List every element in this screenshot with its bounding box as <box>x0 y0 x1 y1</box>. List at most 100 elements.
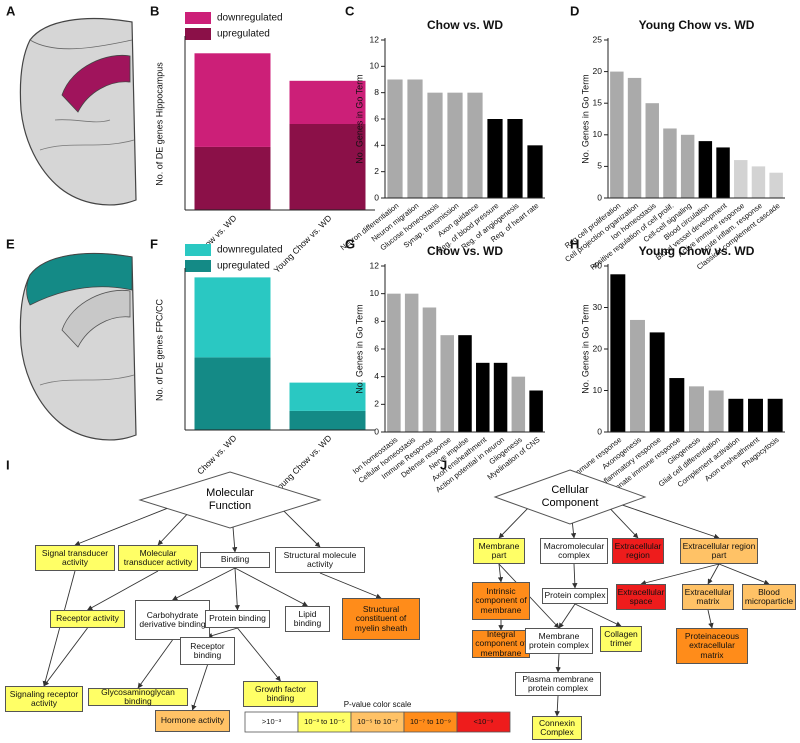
edge-arrow <box>234 567 240 611</box>
edge-arrow <box>137 639 173 689</box>
bar-segment <box>194 53 271 147</box>
chart: Young Chow vs. WD No. Genes in Go Term 0 5 1… <box>563 18 785 272</box>
panel-label: A <box>6 3 16 18</box>
bar <box>467 92 483 198</box>
legend-swatch <box>185 28 211 40</box>
bar <box>734 160 748 198</box>
scale-label: <10⁻⁹ <box>474 717 494 726</box>
root-diamond <box>493 469 647 525</box>
term-node: Binding <box>200 552 270 568</box>
edge-arrow <box>570 523 577 539</box>
bar <box>387 79 403 198</box>
bar <box>507 119 523 198</box>
bar <box>728 398 744 432</box>
root-label: Cellular Component <box>541 483 599 509</box>
y-tick-label: 4 <box>374 140 379 150</box>
brain-a <box>19 17 137 206</box>
edge-arrow <box>554 695 560 717</box>
edge-arrow <box>283 510 321 548</box>
term-node: Receptor activity <box>50 610 125 628</box>
edge-arrow <box>237 627 281 682</box>
term-node: Molecular transducer activity <box>118 545 198 571</box>
term-node: Structural constituent of myelin sheath <box>342 598 420 640</box>
bar <box>748 398 763 432</box>
y-tick-label: 0 <box>597 426 602 436</box>
edge-arrow <box>497 563 504 583</box>
bar <box>751 166 766 198</box>
edge-arrow <box>74 507 168 546</box>
bar <box>767 398 783 432</box>
bar <box>669 378 685 432</box>
scale-label: 10⁻³ to 10⁻⁵ <box>304 717 345 726</box>
y-axis-label: No. of DE genes Hippocampus <box>154 62 164 186</box>
legend-label: upregulated <box>217 29 270 40</box>
bar <box>387 293 401 432</box>
term-node: Extracellular region part <box>680 538 758 564</box>
y-tick-label: 8 <box>374 316 379 326</box>
panel-label: I <box>6 457 10 472</box>
root-diamond <box>138 471 322 529</box>
chart-title: Chow vs. WD <box>427 244 503 258</box>
bar <box>476 362 490 432</box>
y-tick-label: 10 <box>593 129 603 139</box>
y-tick-label: 25 <box>593 34 603 44</box>
term-node: Integral component of membrane <box>472 629 530 658</box>
bar <box>529 390 543 432</box>
y-axis-label: No. Genes in Go Term <box>580 74 590 163</box>
y-tick-label: 8 <box>374 87 379 97</box>
term-node: Proteinaceous extracellular matrix <box>676 628 748 664</box>
bar <box>716 147 730 198</box>
term-node: Macromolecular complex <box>540 538 608 564</box>
bar <box>422 307 437 432</box>
term-node: Membrane protein complex <box>525 628 593 654</box>
bar <box>447 92 463 198</box>
x-tick-label: Chow vs. WD <box>195 433 238 476</box>
term-node: Membrane part <box>473 538 525 564</box>
chart-title: Chow vs. WD <box>427 18 503 32</box>
edge-arrow <box>707 563 720 585</box>
y-tick-label: 6 <box>374 343 379 353</box>
y-tick-label: 10 <box>370 288 380 298</box>
legend-swatch <box>185 244 211 256</box>
bar-segment <box>289 80 366 124</box>
edge-arrow <box>42 570 76 687</box>
bar <box>769 172 783 198</box>
bar <box>680 134 695 198</box>
edge-arrow <box>572 563 578 589</box>
y-tick-label: 0 <box>374 192 379 202</box>
bar <box>645 103 659 198</box>
y-tick-label: 40 <box>593 260 603 270</box>
chart: No. of DE genes FPC/CC downregulated upreg… <box>154 244 375 495</box>
legend-swatch <box>185 12 211 24</box>
term-node: Hormone activity <box>155 710 230 732</box>
edge-arrow <box>234 567 308 607</box>
term-node: Blood microparticle <box>742 584 796 610</box>
bar <box>630 319 645 432</box>
term-node: Lipid binding <box>285 606 330 632</box>
term-node: Structural molecule activity <box>275 547 365 573</box>
panel-label: H <box>570 236 579 251</box>
edge-arrow <box>498 508 528 539</box>
term-node: Signal transducer activity <box>35 545 115 571</box>
term-node: Carbohydrate derivative binding <box>135 600 210 640</box>
bar <box>689 386 704 432</box>
chart: No. of DE genes Hippocampus downregulated… <box>154 12 375 275</box>
term-node: Receptor binding <box>180 637 235 665</box>
term-node: Extracellular space <box>616 584 666 610</box>
bar <box>493 362 508 432</box>
y-axis-label: No. Genes in Go Term <box>580 304 590 393</box>
brain-e <box>19 252 137 441</box>
bar <box>649 332 665 432</box>
y-tick-label: 10 <box>593 385 603 395</box>
term-node: Plasma membrane protein complex <box>515 672 601 696</box>
edge-arrow <box>574 603 622 627</box>
scale-label: 10⁻⁷ to 10⁻⁹ <box>410 717 451 726</box>
bar <box>610 71 624 198</box>
edge-arrow <box>231 527 238 553</box>
y-tick-label: 2 <box>374 399 379 409</box>
legend-swatch <box>185 260 211 272</box>
bar-segment <box>289 382 366 411</box>
term-node: Intrinsic component of membrane <box>472 582 530 620</box>
y-tick-label: 10 <box>370 61 380 71</box>
